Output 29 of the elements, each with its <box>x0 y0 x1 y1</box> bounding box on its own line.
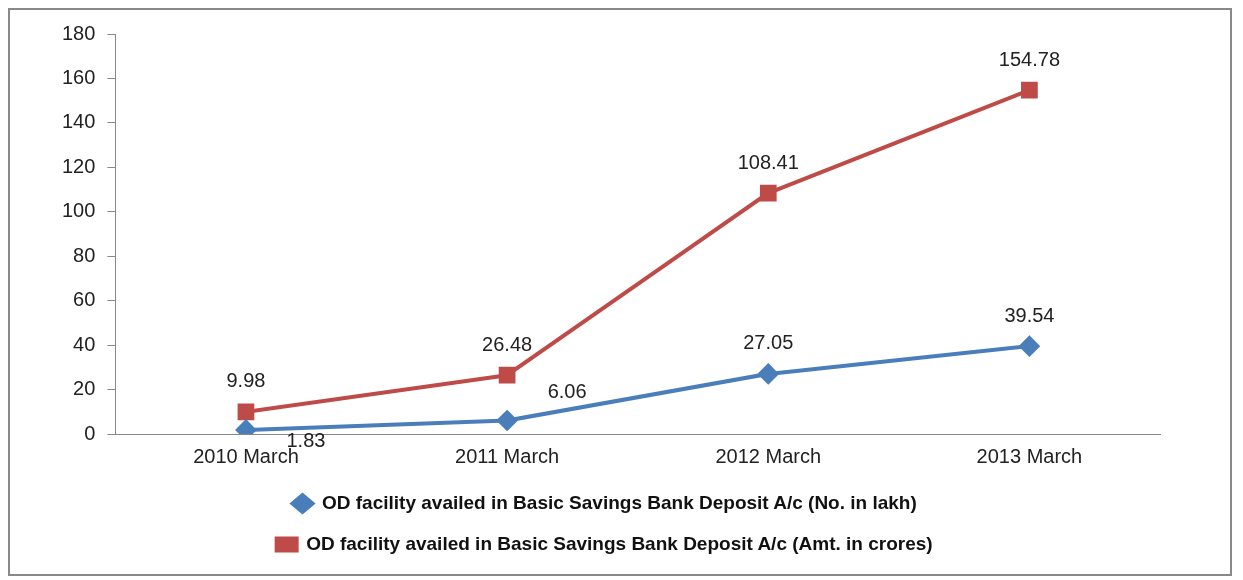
y-tick-label: 80 <box>73 243 96 266</box>
y-tick-label: 180 <box>61 21 96 44</box>
y-tick-label: 60 <box>73 288 96 311</box>
data-label: 27.05 <box>743 331 794 354</box>
data-label: 6.06 <box>547 380 587 403</box>
data-label: 9.98 <box>226 369 266 392</box>
data-label: 26.48 <box>482 332 533 355</box>
x-tick-label: 2011 March <box>455 444 560 467</box>
y-tick-label: 140 <box>61 110 96 133</box>
legend-label: OD facility availed in Basic Savings Bank Deposit A/c (Amt. in crores) <box>306 532 933 554</box>
data-label: 108.41 <box>737 150 799 173</box>
point <box>1019 336 1040 357</box>
y-tick-label: 40 <box>73 332 96 355</box>
point <box>237 403 255 421</box>
legend-label: OD facility availed in Basic Savings Bank Deposit A/c (No. in lakh) <box>322 491 917 513</box>
y-tick-label: 0 <box>84 421 96 444</box>
y-tick-label: 20 <box>73 377 96 400</box>
y-tick-label: 120 <box>61 154 96 177</box>
y-tick-label: 100 <box>61 199 96 222</box>
x-tick-label: 2013 March <box>976 444 1083 467</box>
point <box>758 363 779 384</box>
point <box>759 184 777 202</box>
y-tick-label: 160 <box>61 65 96 88</box>
point <box>497 410 518 431</box>
point <box>498 366 516 384</box>
data-label: 39.54 <box>1004 303 1055 326</box>
point <box>1021 81 1038 99</box>
data-label: 154.78 <box>998 47 1061 70</box>
x-tick-label: 2012 March <box>715 444 822 467</box>
